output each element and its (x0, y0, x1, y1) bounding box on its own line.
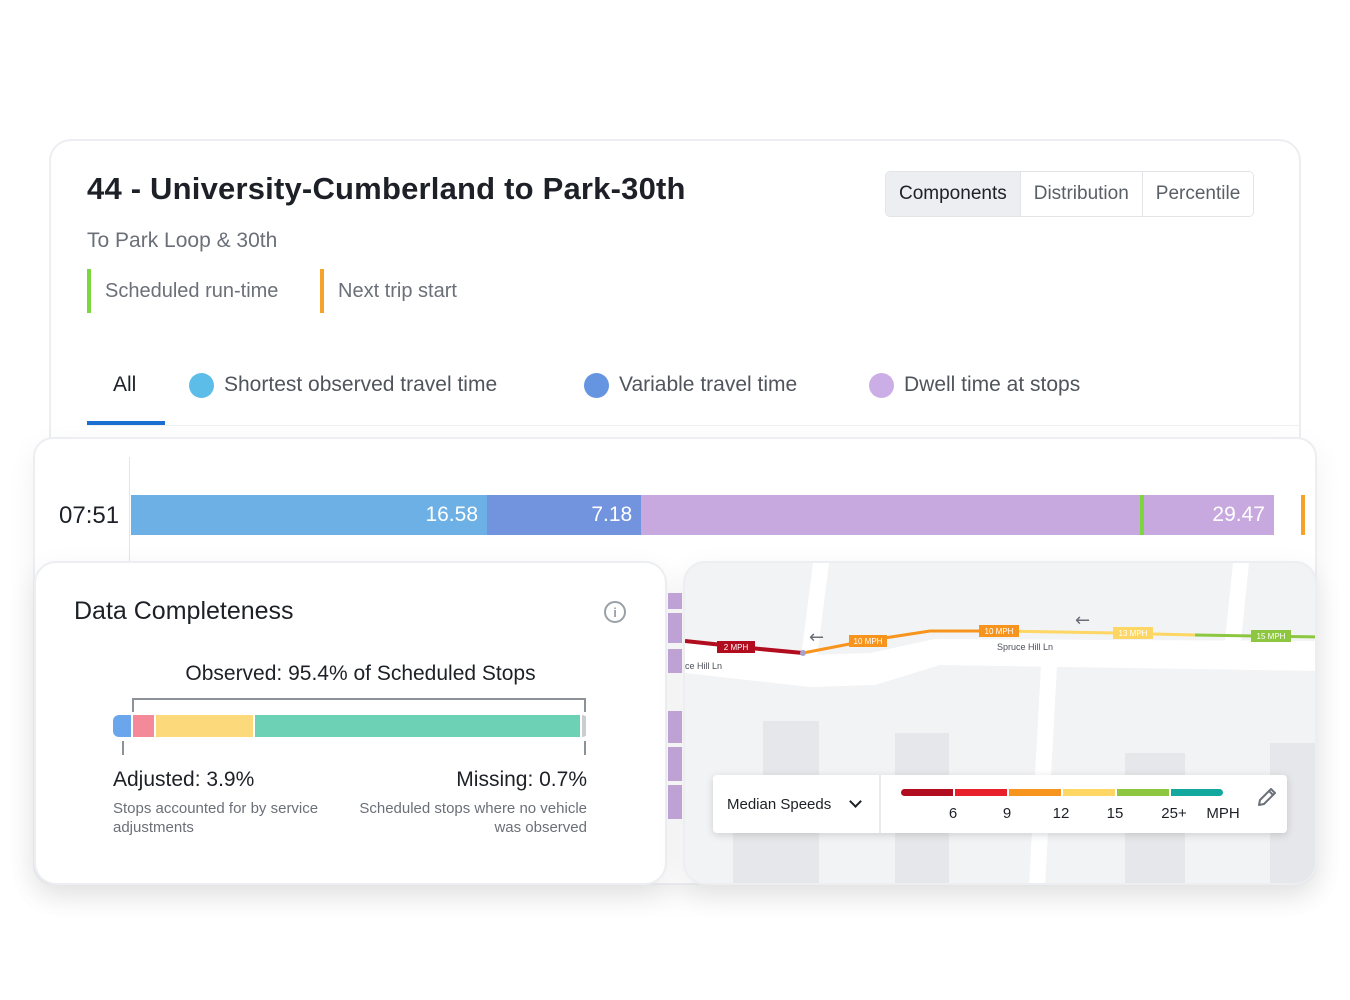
scale-tick: 6 (948, 805, 958, 822)
speed-scale-swatch (901, 789, 953, 796)
toggle-distribution[interactable]: Distribution (1019, 172, 1142, 216)
route-segment-moderate[interactable] (802, 629, 1005, 655)
tab-all[interactable]: All (113, 363, 136, 427)
speed-label-bg (717, 641, 755, 653)
adjusted-description: Stops accounted for by service adjustmen… (113, 800, 319, 836)
street-map[interactable]: ← ← 2 MPH 10 MPH 10 MPH 13 MPH 15 MPH Sp… (685, 563, 1317, 885)
completeness-segment-missing (582, 715, 586, 737)
toggle-components[interactable]: Components (886, 172, 1020, 216)
speed-map-card[interactable]: ← ← 2 MPH 10 MPH 10 MPH 13 MPH 15 MPH Sp… (683, 561, 1317, 885)
speed-scale-swatch (1117, 789, 1169, 796)
route-summary-card: 44 - University-Cumberland to Park-30th … (49, 139, 1301, 469)
legend-label: Next trip start (338, 279, 457, 302)
component-tabs: All Shortest observed travel time Variab… (87, 363, 1287, 427)
legend-next-trip-start: Next trip start (320, 269, 457, 313)
speed-scale-swatch (955, 789, 1007, 796)
scale-tick: 25+ (1161, 805, 1187, 822)
adjusted-tick (122, 741, 124, 755)
road-side-street (1225, 563, 1249, 641)
scale-tick: 15 (1106, 805, 1124, 822)
next-trip-swatch (320, 269, 324, 313)
speed-label-bg (1251, 630, 1291, 642)
speed-label: 13 MPH (1119, 629, 1148, 638)
median-speeds-legend: Median Speeds 6 9 12 15 25+ MPH (713, 775, 1287, 833)
legend-scheduled-runtime: Scheduled run-time (87, 269, 278, 313)
trip-start-time: 07:51 (59, 502, 120, 529)
row-bar-stub (668, 593, 682, 609)
scheduled-runtime-marker (1140, 495, 1145, 535)
row-bar-stub (668, 747, 682, 781)
observed-percentage: Observed: 95.4% of Scheduled Stops (185, 662, 536, 685)
direction-arrow-icon: ← (1075, 610, 1090, 631)
dropdown-label: Median Speeds (727, 795, 832, 813)
completeness-bar (113, 715, 588, 737)
speed-label-bg (979, 625, 1019, 637)
tab-dwell-time[interactable]: Dwell time at stops (869, 363, 1080, 427)
tab-label: Shortest observed travel time (224, 373, 498, 396)
completeness-segment-observed (255, 715, 580, 737)
legend-label: Scheduled run-time (105, 279, 279, 302)
speed-label: 10 MPH (854, 637, 883, 646)
toggle-percentile[interactable]: Percentile (1141, 172, 1254, 216)
speed-label: 15 MPH (1257, 632, 1286, 641)
scale-tick: 12 (1052, 805, 1070, 822)
row-bar-stub (668, 711, 682, 743)
missing-percentage: Missing: 0.7% (456, 768, 587, 791)
variable-travel-dot-icon (584, 373, 609, 398)
road-side-street (801, 563, 829, 657)
speed-scale-swatch (1009, 789, 1061, 796)
pencil-icon[interactable] (1255, 785, 1279, 809)
data-completeness-title: Data Completeness (74, 597, 294, 625)
route-title: 44 - University-Cumberland to Park-30th (87, 171, 686, 206)
segment-shortest-observed[interactable]: 16.58 (131, 495, 488, 535)
route-direction: To Park Loop & 30th (87, 229, 278, 252)
direction-arrow-icon: ← (809, 627, 824, 648)
completeness-segment-adjusted (113, 715, 132, 737)
shortest-travel-dot-icon (189, 373, 214, 398)
observed-bracket (132, 698, 586, 712)
median-speeds-dropdown[interactable]: Median Speeds (713, 775, 881, 833)
tab-label: All (113, 373, 137, 396)
completeness-segment-partial (155, 715, 254, 737)
scale-unit: MPH (1206, 805, 1240, 822)
tab-variable-travel[interactable]: Variable travel time (584, 363, 797, 427)
building-block (733, 833, 763, 883)
tab-label: Variable travel time (619, 373, 798, 396)
speed-scale-swatch (1171, 789, 1223, 796)
dwell-time-dot-icon (869, 373, 894, 398)
scheduled-runtime-swatch (87, 269, 91, 313)
street-label: Spruce Hill Ln (997, 642, 1053, 652)
row-bar-stub (668, 613, 682, 643)
speed-color-scale (901, 789, 1225, 796)
scale-tick: 9 (1002, 805, 1012, 822)
speed-label-bg (1113, 627, 1153, 639)
tab-shortest-observed[interactable]: Shortest observed travel time (189, 363, 497, 427)
missing-description: Scheduled stops where no vehicle was obs… (359, 800, 587, 836)
road-spruce-hill (685, 639, 1315, 687)
speed-label: 2 MPH (724, 643, 749, 652)
tab-label: Dwell time at stops (904, 373, 1081, 396)
segment-dwell-time[interactable]: 29.47 (641, 495, 1274, 535)
speed-label-bg (849, 635, 887, 647)
stop-marker[interactable] (800, 650, 806, 656)
speed-label: 10 MPH (985, 627, 1014, 636)
next-trip-start-marker (1301, 495, 1306, 535)
segment-variable-travel[interactable]: 7.18 (487, 495, 642, 535)
tabs-divider (87, 425, 1299, 426)
row-bar-stub (668, 649, 682, 673)
route-segment-medium[interactable] (1004, 629, 1196, 637)
view-toggle: Components Distribution Percentile (885, 171, 1255, 217)
speed-scale-swatch (1063, 789, 1115, 796)
adjusted-percentage: Adjusted: 3.9% (113, 768, 255, 791)
completeness-segment-adjusted-2 (133, 715, 154, 737)
missing-tick (584, 741, 586, 755)
route-segment-slow[interactable] (685, 639, 804, 655)
row-bar-stub (668, 785, 682, 819)
info-icon[interactable]: i (604, 601, 626, 623)
runtime-stacked-bar[interactable]: 16.58 7.18 29.47 (131, 495, 1274, 535)
time-axis-line (129, 457, 130, 567)
active-tab-indicator (87, 421, 165, 425)
street-label: ce Hill Ln (685, 661, 722, 671)
data-completeness-card: Data Completeness i Observed: 95.4% of S… (34, 561, 667, 885)
